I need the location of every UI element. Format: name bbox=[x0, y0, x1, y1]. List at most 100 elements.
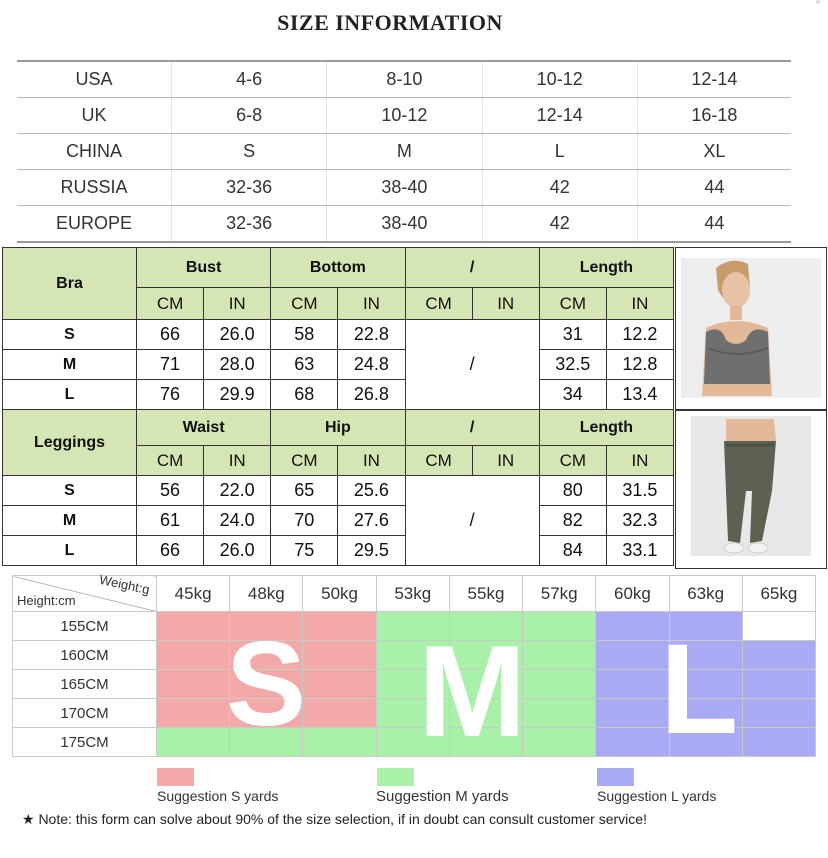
country-label: RUSSIA bbox=[17, 169, 172, 206]
unit-header: IN bbox=[471, 445, 540, 476]
size-label: L bbox=[2, 379, 137, 410]
unit-header: CM bbox=[404, 287, 473, 320]
weight-header: 57kg bbox=[522, 575, 597, 612]
table-cell: 42 bbox=[481, 205, 638, 243]
table-cell: 28.0 bbox=[203, 349, 272, 380]
slash-cell: / bbox=[404, 475, 540, 566]
table-cell: 38-40 bbox=[326, 205, 483, 243]
table-row: RUSSIA 32-36 38-40 42 44 bbox=[17, 169, 791, 206]
table-cell: 63 bbox=[270, 349, 339, 380]
size-label: S bbox=[2, 319, 137, 350]
size-l-cell bbox=[668, 669, 743, 699]
table-cell: 22.0 bbox=[203, 475, 272, 506]
size-m-cell bbox=[375, 727, 450, 757]
table-row: CHINA S M L XL bbox=[17, 133, 791, 170]
size-m-cell bbox=[302, 727, 377, 757]
leggings-product-photo bbox=[675, 410, 827, 569]
table-cell: S bbox=[170, 133, 327, 170]
legend-label-l: Suggestion L yards bbox=[597, 788, 717, 804]
bra-product-photo bbox=[675, 247, 827, 410]
page-title: SIZE INFORMATION bbox=[277, 10, 503, 35]
country-label: EUROPE bbox=[17, 205, 172, 243]
table-cell: XL bbox=[636, 133, 791, 170]
size-s-cell bbox=[155, 698, 231, 728]
unit-header: IN bbox=[203, 445, 272, 476]
table-cell: 32-36 bbox=[170, 169, 327, 206]
size-m-cell bbox=[229, 727, 304, 757]
height-weight-grid: Weight:g Height:cm 45kg 48kg 50kg 53kg 5… bbox=[12, 572, 817, 757]
weight-header: 53kg bbox=[375, 575, 450, 612]
table-row: M 71 28.0 63 24.8 32.5 12.8 bbox=[2, 349, 675, 380]
height-label: 175CM bbox=[12, 727, 157, 757]
size-l-cell bbox=[595, 669, 670, 699]
table-cell: 32.3 bbox=[605, 505, 675, 536]
table-cell: 42 bbox=[481, 169, 638, 206]
size-l-cell bbox=[668, 640, 743, 670]
table-cell: 31.5 bbox=[605, 475, 675, 506]
table-row: M 61 24.0 70 27.6 82 32.3 bbox=[2, 505, 675, 536]
size-m-cell bbox=[375, 640, 450, 670]
size-m-cell bbox=[375, 698, 450, 728]
bra-measurement-table: Bra Bust Bottom / Length CM IN CM IN CM … bbox=[2, 247, 675, 410]
weight-axis-label: Weight:g bbox=[97, 571, 152, 598]
size-l-cell bbox=[595, 611, 670, 641]
bra-label: Bra bbox=[2, 247, 137, 320]
table-row: 155CM bbox=[12, 611, 817, 641]
table-cell: 26.8 bbox=[337, 379, 406, 410]
size-l-letter: L bbox=[660, 618, 739, 761]
size-l-cell bbox=[741, 669, 817, 699]
empty-cell bbox=[741, 611, 817, 641]
table-row: UK 6-8 10-12 12-14 16-18 bbox=[17, 97, 791, 134]
table-cell: 29.5 bbox=[337, 535, 406, 566]
size-conversion-table: USA 4-6 8-10 10-12 12-14 UK 6-8 10-12 12… bbox=[17, 60, 791, 243]
weight-header: 45kg bbox=[155, 575, 231, 612]
table-cell: 31 bbox=[538, 319, 607, 350]
table-cell: 82 bbox=[538, 505, 607, 536]
column-header-waist: Waist bbox=[135, 409, 272, 446]
table-cell: 12-14 bbox=[636, 60, 791, 98]
country-label: USA bbox=[17, 60, 172, 98]
table-cell: 34 bbox=[538, 379, 607, 410]
table-cell: 61 bbox=[135, 505, 205, 536]
size-s-cell bbox=[155, 669, 231, 699]
weight-header: 65kg bbox=[741, 575, 817, 612]
table-cell: 44 bbox=[636, 169, 791, 206]
unit-header: CM bbox=[270, 287, 339, 320]
table-cell: 13.4 bbox=[605, 379, 675, 410]
table-cell: 84 bbox=[538, 535, 607, 566]
axis-corner-cell: Weight:g Height:cm bbox=[12, 572, 157, 612]
table-row: S 56 22.0 65 25.6 / 80 31.5 bbox=[2, 475, 675, 566]
unit-header: CM bbox=[135, 287, 205, 320]
size-m-cell bbox=[522, 611, 597, 641]
unit-header: CM bbox=[135, 445, 205, 476]
column-header-slash: / bbox=[404, 247, 540, 288]
size-s-cell bbox=[155, 611, 231, 641]
table-row: 160CM bbox=[12, 640, 817, 670]
unit-header: IN bbox=[605, 445, 675, 476]
size-m-letter: M bbox=[418, 618, 527, 764]
weight-header: 63kg bbox=[668, 575, 743, 612]
table-row: 175CM bbox=[12, 727, 817, 757]
table-cell: 44 bbox=[636, 205, 791, 243]
leggings-measurement-table: Leggings Waist Hip / Length CM IN CM IN … bbox=[2, 409, 675, 566]
table-cell: 33.1 bbox=[605, 535, 675, 566]
weight-header: 48kg bbox=[229, 575, 304, 612]
table-cell: 76 bbox=[135, 379, 205, 410]
height-label: 170CM bbox=[12, 698, 157, 728]
table-cell: 29.9 bbox=[203, 379, 272, 410]
table-row: L 76 29.9 68 26.8 34 13.4 bbox=[2, 379, 675, 410]
height-axis-label: Height:cm bbox=[17, 593, 76, 608]
unit-header: IN bbox=[605, 287, 675, 320]
table-cell: 56 bbox=[135, 475, 205, 506]
table-cell: 10-12 bbox=[326, 97, 483, 134]
table-cell: 25.6 bbox=[337, 475, 406, 506]
table-cell: 16-18 bbox=[636, 97, 791, 134]
unit-header: IN bbox=[471, 287, 540, 320]
size-l-cell bbox=[741, 727, 817, 757]
table-cell: 27.6 bbox=[337, 505, 406, 536]
unit-header: CM bbox=[538, 287, 607, 320]
legend-swatch-m bbox=[377, 768, 414, 786]
country-label: CHINA bbox=[17, 133, 172, 170]
table-cell: 75 bbox=[270, 535, 339, 566]
column-header-bust: Bust bbox=[135, 247, 272, 288]
